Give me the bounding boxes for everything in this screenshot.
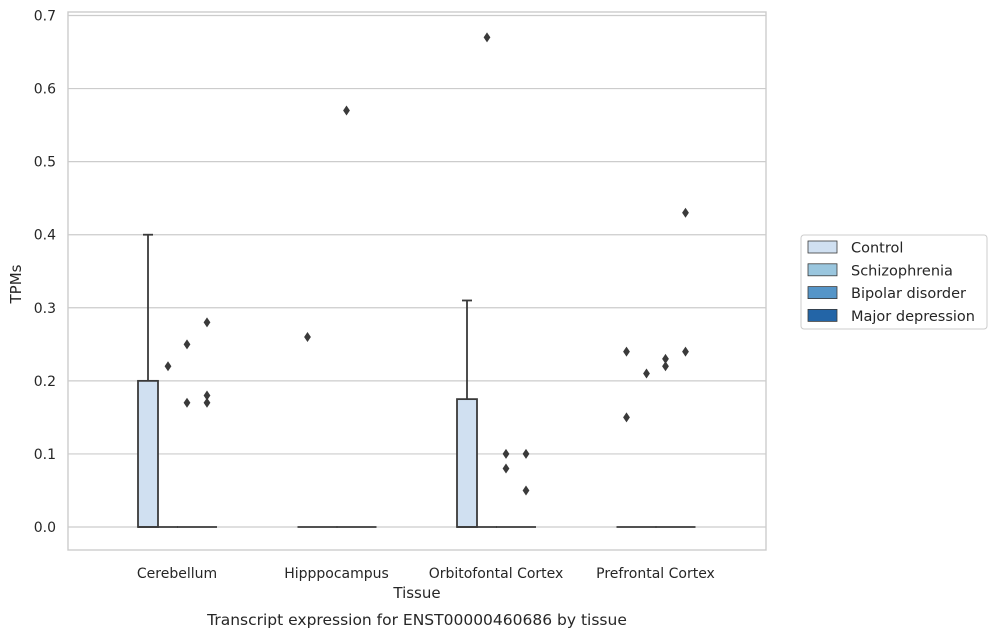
box-control [137, 233, 159, 528]
outlier-point [522, 485, 530, 496]
outlier-point [164, 361, 172, 372]
legend-label: Bipolar disorder [851, 286, 966, 302]
x-tick-label: Cerebellum [137, 566, 217, 582]
x-axis-ticks: Cerebellum Hipppocampus Orbitofontal Corte… [137, 566, 715, 582]
outlier-point [643, 368, 650, 379]
y-tick-label: 0.6 [34, 82, 56, 98]
outlier-point [483, 32, 491, 43]
outlier-point [183, 339, 191, 350]
outlier-point [203, 317, 211, 328]
outlier-point [662, 361, 669, 372]
outlier-point [502, 448, 510, 459]
outliers [164, 32, 689, 496]
y-tick-label: 0.4 [34, 228, 56, 244]
outlier-point [623, 346, 630, 357]
box-control [456, 299, 478, 528]
legend-swatch [807, 286, 838, 300]
outlier-point [623, 412, 630, 423]
outlier-point [522, 448, 530, 459]
legend-label: Schizophrenia [851, 263, 953, 279]
legend-frame [800, 234, 988, 330]
plot-area-frame [67, 11, 767, 551]
y-tick-label: 0.0 [34, 520, 56, 536]
outlier-point [662, 353, 669, 364]
y-tick-label: 0.7 [34, 9, 56, 25]
y-axis-ticks: 0.0 0.1 0.2 0.3 0.4 0.5 0.6 0.7 [34, 9, 56, 537]
x-axis-label: Tissue [392, 584, 440, 602]
legend-swatch [807, 263, 838, 277]
outlier-point [203, 397, 211, 408]
legend-swatch [807, 308, 838, 322]
legend-label: Major depression [851, 309, 975, 325]
chart-caption: Transcript expression for ENST0000046068… [206, 611, 627, 629]
y-tick-label: 0.5 [34, 155, 56, 171]
outlier-point [203, 390, 211, 401]
outlier-point [304, 332, 311, 343]
x-tick-label: Prefrontal Cortex [596, 566, 715, 582]
box-body [137, 379, 159, 528]
outlier-point [502, 463, 510, 474]
outlier-point [343, 105, 350, 116]
legend-swatch [807, 240, 838, 254]
x-tick-label: Orbitofontal Cortex [429, 566, 564, 582]
outlier-point [682, 207, 689, 218]
legend: Control Schizophrenia Bipolar disorder Majo… [800, 234, 988, 330]
y-tick-label: 0.3 [34, 301, 56, 317]
y-tick-label: 0.2 [34, 374, 56, 390]
outlier-point [183, 397, 191, 408]
x-tick-label: Hipppocampus [284, 566, 389, 582]
legend-label: Control [851, 241, 903, 257]
grid-lines [68, 14, 766, 528]
outlier-point [682, 346, 689, 357]
boxes [137, 233, 696, 528]
y-axis-label: TPMs [7, 264, 25, 304]
box-body [456, 398, 478, 528]
y-tick-label: 0.1 [34, 447, 56, 463]
